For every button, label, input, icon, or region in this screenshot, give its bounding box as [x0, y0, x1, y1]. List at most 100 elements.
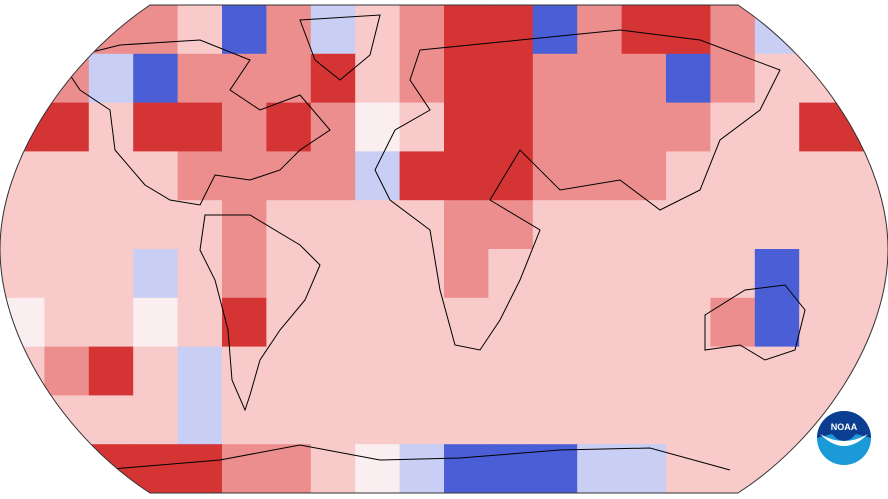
anomaly-cell [355, 346, 401, 396]
anomaly-cell [222, 53, 267, 104]
anomaly-cell [177, 5, 223, 55]
anomaly-cell [710, 297, 756, 348]
anomaly-cell [310, 346, 356, 396]
anomaly-cell [88, 53, 134, 104]
anomaly-cell [310, 297, 356, 348]
anomaly-cell [266, 249, 312, 299]
anomaly-cell [266, 200, 312, 250]
anomaly-cell [621, 200, 667, 250]
anomaly-cell [0, 53, 45, 104]
anomaly-cell [754, 346, 800, 396]
anomaly-cell [310, 53, 356, 104]
anomaly-cell [177, 249, 223, 299]
anomaly-cell [222, 200, 267, 250]
anomaly-cell [666, 200, 711, 250]
anomaly-cell [88, 249, 134, 299]
anomaly-cell [754, 102, 800, 152]
anomaly-cell [488, 346, 534, 396]
anomaly-cell [310, 102, 356, 152]
anomaly-cell [0, 395, 45, 445]
anomaly-cell [177, 444, 223, 493]
anomaly-cell [621, 102, 667, 152]
anomaly-cell [488, 249, 534, 299]
anomaly-cell [88, 395, 134, 445]
anomaly-cell [0, 200, 45, 250]
anomaly-cell [710, 151, 756, 201]
anomaly-cell [310, 395, 356, 445]
anomaly-cell [266, 395, 312, 445]
anomaly-cell [666, 395, 711, 445]
anomaly-cell [444, 151, 489, 201]
anomaly-cell [133, 395, 179, 445]
anomaly-cell [399, 395, 445, 445]
anomaly-cell [532, 297, 578, 348]
anomaly-cell [44, 5, 90, 55]
anomaly-cell [710, 444, 756, 493]
anomaly-cell [754, 395, 800, 445]
noaa-logo: NOAA [817, 411, 871, 465]
anomaly-cell [310, 5, 356, 55]
anomaly-cell [799, 249, 845, 299]
greenland-coast [299, 14, 381, 81]
anomaly-cell [532, 53, 578, 104]
anomaly-cell [44, 346, 90, 396]
anomaly-cell [355, 395, 401, 445]
anomaly-cell [133, 200, 179, 250]
anomaly-cell [222, 297, 267, 348]
anomaly-cell [399, 200, 445, 250]
anomaly-cell [666, 102, 711, 152]
anomaly-cell [843, 297, 888, 348]
anomaly-cell [222, 5, 267, 55]
anomaly-cell [799, 346, 845, 396]
anomaly-cell [577, 5, 623, 55]
anomaly-cell [754, 5, 800, 55]
anomaly-cell [621, 346, 667, 396]
anomaly-cell [843, 346, 888, 396]
anomaly-cell [577, 346, 623, 396]
anomaly-cell [577, 53, 623, 104]
anomaly-cell [843, 5, 888, 55]
anomaly-cell [799, 102, 845, 152]
anomaly-cell [266, 151, 312, 201]
anomaly-cell [666, 5, 711, 55]
anomaly-cell [0, 346, 45, 396]
anomaly-cell [399, 346, 445, 396]
anomaly-cell [355, 102, 401, 152]
anomaly-cell [222, 249, 267, 299]
anomaly-cell [577, 444, 623, 493]
anomaly-cell [754, 444, 800, 493]
anomaly-cell [177, 151, 223, 201]
anomaly-cell [666, 151, 711, 201]
anomaly-cell [266, 5, 312, 55]
anomaly-cell [88, 200, 134, 250]
anomaly-cell [310, 444, 356, 493]
anomaly-cell [843, 102, 888, 152]
anomaly-cell [444, 102, 489, 152]
anomaly-cell [355, 444, 401, 493]
anomaly-cell [44, 200, 90, 250]
anomaly-cell [266, 444, 312, 493]
anomaly-cell [177, 395, 223, 445]
anomaly-cell [266, 53, 312, 104]
anomaly-cell [843, 53, 888, 104]
anomaly-cell [222, 102, 267, 152]
anomaly-cell [133, 249, 179, 299]
anomaly-cell [577, 200, 623, 250]
anomaly-cell [710, 53, 756, 104]
anomaly-cell [0, 444, 45, 493]
anomaly-cell [355, 297, 401, 348]
anomaly-cell [222, 346, 267, 396]
anomaly-cell [444, 346, 489, 396]
anomaly-cell [799, 151, 845, 201]
anomaly-cell [532, 151, 578, 201]
anomaly-cell [444, 53, 489, 104]
anomaly-cell [666, 346, 711, 396]
anomaly-grid [0, 5, 888, 493]
australia-coast [704, 284, 806, 361]
anomaly-cell [754, 200, 800, 250]
anomaly-cell [532, 5, 578, 55]
anomaly-cell [577, 249, 623, 299]
anomaly-cell [666, 297, 711, 348]
anomaly-cell [532, 200, 578, 250]
